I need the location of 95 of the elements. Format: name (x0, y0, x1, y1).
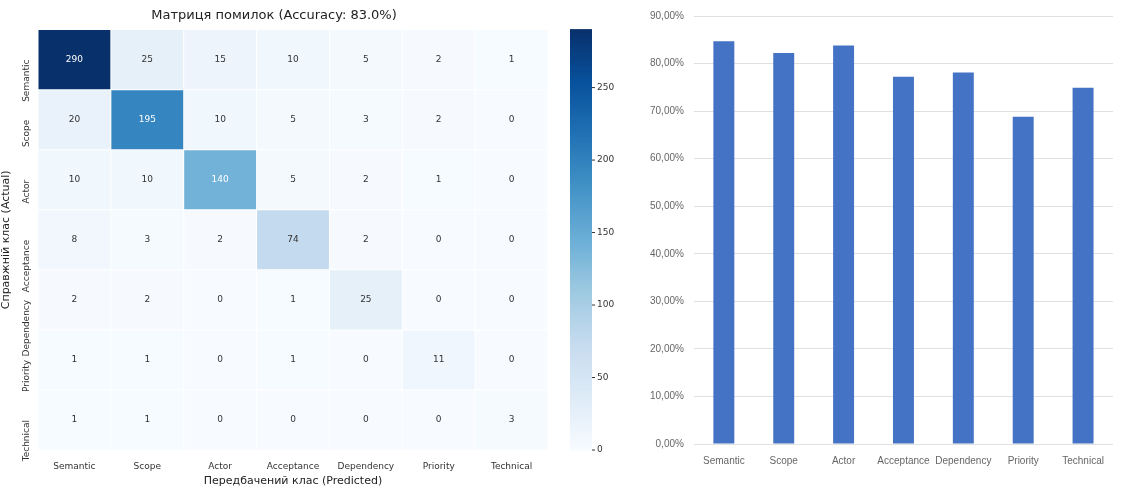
data-label: 0 (435, 234, 442, 245)
data-label: 140 (211, 174, 229, 185)
x-tick-label: Semantic (703, 454, 745, 466)
data-label: 20 (68, 114, 81, 125)
y-tick-label: Scope (21, 119, 32, 148)
x-tick-label: Dependency (337, 460, 395, 471)
data-label: 3 (362, 114, 369, 125)
x-tick-label: Technical (1062, 454, 1104, 466)
y-tick-label: 20,00% (649, 342, 685, 354)
data-label: 2 (362, 174, 369, 185)
color-bar-label: 150 (597, 226, 615, 237)
data-label: 1 (290, 294, 296, 305)
y-tick-label: 40,00% (649, 247, 685, 259)
bar (1072, 87, 1094, 444)
x-tick-label: Scope (769, 454, 799, 466)
data-label: 195 (138, 114, 156, 125)
data-label: 0 (508, 114, 515, 125)
bar (833, 45, 855, 444)
y-tick-label: Actor (21, 179, 32, 204)
chart-title: Матриця помилок (Accuracy: 83.0%) (151, 7, 397, 23)
data-label: 0 (217, 294, 224, 305)
data-label: 5 (362, 53, 369, 64)
y-tick-label: 50,00% (649, 199, 685, 211)
data-label: 10 (287, 53, 299, 64)
y-axis-title: Справжній клас (Actual) (0, 170, 13, 310)
x-tick-label: Priority (1007, 454, 1039, 466)
x-tick-label: Scope (133, 460, 162, 471)
y-tick-label: 0,00% (655, 437, 685, 449)
data-label: 25 (141, 53, 154, 64)
data-label: 3 (508, 414, 515, 425)
data-label: 25 (360, 294, 372, 305)
bar (1012, 116, 1034, 444)
color-bar-label: 200 (597, 154, 615, 165)
data-label: 2 (435, 114, 442, 125)
data-label: 0 (362, 414, 369, 425)
x-tick-label: Dependency (935, 454, 992, 466)
data-label: 0 (290, 414, 297, 425)
data-label: 1 (144, 414, 151, 425)
data-label: 1 (71, 414, 78, 425)
data-label: 1 (71, 354, 78, 365)
y-tick-label: Semantic (21, 59, 32, 102)
data-label: 10 (141, 174, 154, 185)
data-label: 1 (144, 354, 151, 365)
y-tick-label: 10,00% (649, 390, 685, 402)
data-label: 15 (214, 53, 226, 64)
data-label: 0 (362, 354, 369, 365)
y-tick-label: Dependency (21, 299, 32, 357)
data-label: 1 (508, 53, 515, 64)
data-label: 1 (290, 354, 296, 365)
data-label: 5 (290, 114, 296, 125)
y-tick-label: 90,00% (649, 9, 685, 21)
color-bar-label: 100 (597, 299, 615, 310)
x-axis-title: Передбачений клас (Predicted) (203, 474, 383, 488)
x-tick-label: Priority (422, 460, 456, 471)
x-tick-label: Technical (489, 460, 533, 471)
color-bar-label: 0 (597, 444, 603, 455)
data-label: 74 (287, 234, 299, 245)
y-tick-label: Priority (21, 359, 32, 392)
bar (773, 53, 795, 444)
color-bar-label: 50 (597, 371, 609, 382)
bar (892, 76, 914, 444)
data-label: 11 (432, 354, 445, 365)
bar (952, 72, 974, 444)
data-label: 10 (68, 174, 81, 185)
data-label: 2 (435, 53, 442, 64)
y-tick-label: 70,00% (649, 104, 685, 116)
data-label: 1 (435, 174, 442, 185)
x-tick-label: Actor (831, 454, 856, 466)
data-label: 290 (65, 53, 84, 64)
x-tick-label: Semantic (53, 460, 96, 471)
data-label: 0 (217, 414, 224, 425)
color-bar-label: 250 (597, 81, 615, 92)
y-tick-label: Acceptance (21, 239, 32, 293)
y-tick-label: 30,00% (649, 295, 685, 307)
data-label: 0 (508, 234, 515, 245)
data-label: 5 (290, 174, 296, 185)
data-label: 0 (435, 414, 442, 425)
data-label: 0 (508, 354, 515, 365)
data-label: 8 (71, 234, 78, 245)
data-label: 2 (217, 234, 224, 245)
x-tick-label: Acceptance (877, 454, 931, 466)
data-label: 3 (144, 234, 151, 245)
x-tick-label: Acceptance (266, 460, 320, 471)
y-tick-label: 80,00% (649, 57, 685, 69)
bar (713, 41, 735, 444)
data-label: 0 (508, 174, 515, 185)
data-label: 0 (508, 294, 515, 305)
data-label: 0 (435, 294, 442, 305)
data-label: 2 (71, 294, 78, 305)
data-label: 2 (362, 234, 369, 245)
data-label: 10 (214, 114, 227, 125)
x-tick-label: Actor (208, 460, 233, 471)
data-label: 0 (217, 354, 224, 365)
data-label: 2 (144, 294, 151, 305)
y-tick-label: 60,00% (649, 152, 685, 164)
